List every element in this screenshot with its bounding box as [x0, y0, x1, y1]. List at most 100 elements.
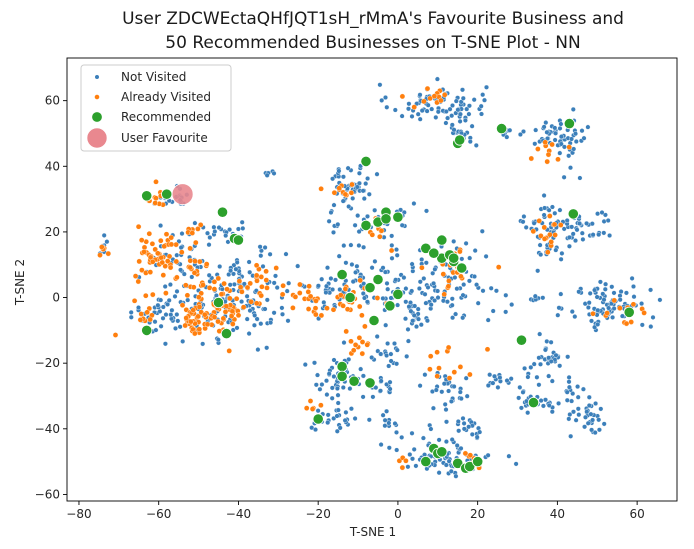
point-already-visited: [427, 353, 434, 360]
point-already-visited: [297, 281, 303, 288]
point-not-visited: [167, 282, 173, 288]
point-not-visited: [360, 394, 366, 400]
point-not-visited: [549, 204, 555, 210]
point-not-visited: [158, 323, 164, 329]
point-already-visited: [97, 252, 103, 258]
point-already-visited: [349, 181, 355, 188]
point-already-visited: [149, 291, 156, 298]
point-recommended: [344, 291, 356, 304]
point-already-visited: [263, 277, 270, 283]
point-not-visited: [461, 282, 467, 288]
point-not-visited: [234, 325, 240, 331]
point-not-visited: [460, 415, 466, 421]
point-not-visited: [435, 288, 441, 294]
point-not-visited: [503, 292, 509, 298]
point-not-visited: [485, 383, 491, 389]
point-already-visited: [342, 286, 349, 292]
point-already-visited: [237, 284, 244, 291]
point-not-visited: [386, 420, 392, 426]
point-not-visited: [657, 297, 663, 303]
point-not-visited: [273, 273, 279, 279]
legend-marker-user-favourite: [86, 127, 108, 149]
point-not-visited: [160, 315, 166, 321]
point-not-visited: [405, 338, 411, 344]
point-already-visited: [427, 366, 433, 373]
point-not-visited: [211, 224, 217, 230]
point-not-visited: [542, 205, 548, 211]
point-not-visited: [350, 195, 356, 201]
point-not-visited: [422, 291, 428, 297]
point-already-visited: [399, 464, 406, 471]
point-already-visited: [223, 303, 230, 310]
point-already-visited: [451, 369, 458, 375]
point-not-visited: [542, 347, 548, 353]
x-tick-label: −80: [66, 507, 91, 521]
point-already-visited: [352, 342, 359, 348]
point-not-visited: [374, 171, 380, 177]
point-not-visited: [430, 405, 436, 411]
x-tick-label: −40: [226, 507, 251, 521]
point-not-visited: [241, 281, 247, 287]
point-not-visited: [601, 421, 607, 427]
point-not-visited: [466, 424, 472, 430]
point-not-visited: [589, 221, 595, 227]
point-not-visited: [356, 170, 362, 176]
point-not-visited: [561, 144, 567, 150]
chart-title-line-2: 50 Recommended Businesses on T-SNE Plot …: [165, 33, 580, 53]
point-not-visited: [407, 452, 413, 458]
point-not-visited: [454, 286, 460, 292]
point-not-visited: [549, 378, 555, 384]
point-not-visited: [566, 416, 572, 422]
point-not-visited: [166, 297, 172, 303]
point-not-visited: [490, 380, 496, 386]
point-already-visited: [253, 300, 260, 307]
y-tick-label: 20: [45, 225, 60, 239]
point-already-visited: [357, 277, 364, 284]
point-not-visited: [556, 400, 562, 406]
point-already-visited: [445, 344, 452, 351]
point-not-visited: [414, 324, 420, 330]
point-not-visited: [449, 296, 455, 302]
point-not-visited: [584, 409, 590, 415]
point-not-visited: [516, 395, 522, 401]
point-not-visited: [493, 288, 499, 294]
point-not-visited: [365, 175, 371, 181]
point-already-visited: [403, 457, 409, 464]
point-not-visited: [566, 234, 572, 240]
point-not-visited: [453, 473, 459, 479]
point-not-visited: [639, 301, 645, 307]
point-not-visited: [295, 263, 301, 269]
point-not-visited: [541, 124, 547, 130]
point-not-visited: [559, 250, 565, 256]
point-already-visited: [438, 97, 444, 104]
point-not-visited: [244, 293, 250, 299]
point-already-visited: [359, 312, 365, 319]
point-not-visited: [394, 447, 400, 453]
point-not-visited: [335, 407, 341, 413]
point-not-visited: [378, 388, 384, 394]
x-tick-label: −60: [146, 507, 171, 521]
point-not-visited: [227, 227, 233, 233]
point-not-visited: [436, 470, 442, 476]
point-not-visited: [343, 260, 349, 266]
point-already-visited: [259, 283, 265, 290]
point-not-visited: [450, 102, 456, 108]
point-not-visited: [135, 305, 141, 311]
point-not-visited: [356, 180, 362, 186]
point-already-visited: [388, 247, 395, 254]
point-already-visited: [440, 271, 447, 277]
point-already-visited: [178, 249, 185, 255]
point-not-visited: [596, 427, 602, 433]
point-not-visited: [541, 212, 547, 218]
point-not-visited: [596, 232, 602, 238]
point-not-visited: [312, 360, 318, 366]
point-already-visited: [495, 264, 502, 270]
point-not-visited: [532, 293, 538, 299]
point-not-visited: [570, 391, 576, 397]
point-not-visited: [513, 461, 519, 467]
point-already-visited: [138, 311, 144, 317]
legend-marker-recommended: [91, 111, 103, 123]
point-already-visited: [195, 294, 202, 301]
point-not-visited: [490, 308, 496, 314]
point-recommended: [161, 188, 173, 200]
